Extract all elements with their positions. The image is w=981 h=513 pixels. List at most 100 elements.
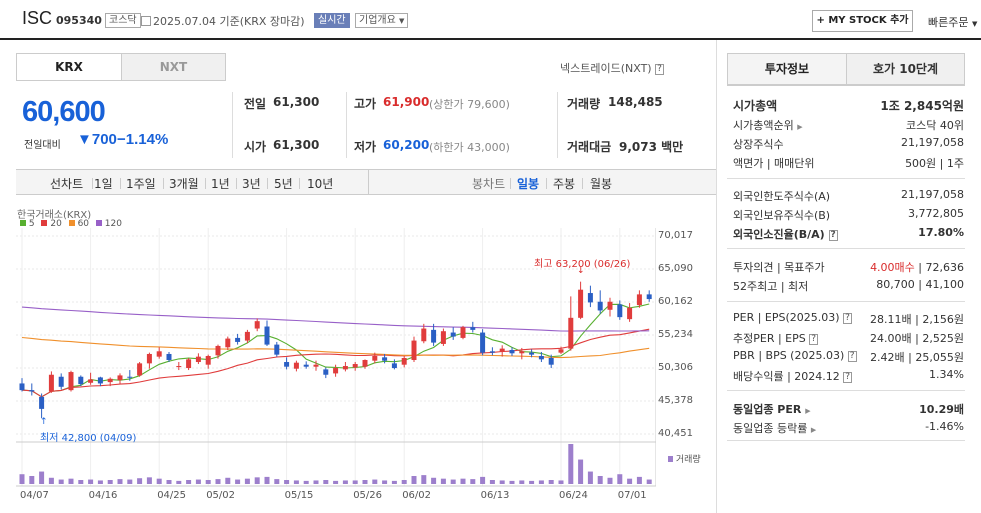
arrow-down-icon: ↓	[577, 266, 585, 276]
period-1y[interactable]: 1년	[211, 177, 230, 191]
volume-bar	[607, 477, 613, 484]
stock-header	[0, 0, 981, 40]
volume-bar	[127, 479, 133, 484]
period-3m[interactable]: 3개월	[169, 177, 199, 191]
volume-bar	[440, 478, 446, 484]
chevron-right-icon: ▶	[805, 407, 811, 415]
market-tag: 코스닥	[105, 13, 141, 28]
market-cap-rank-text: 시가총액순위	[733, 119, 794, 132]
period-monthly[interactable]: 월봉	[590, 177, 613, 191]
volume-bar	[284, 480, 290, 484]
candle-body	[146, 353, 152, 364]
volume-bar	[519, 480, 525, 484]
tab-krx[interactable]: KRX	[16, 53, 122, 81]
candle-body	[382, 357, 388, 361]
tab-order-book[interactable]: 호가 10단계	[846, 53, 965, 85]
help-icon[interactable]: ?	[655, 63, 664, 75]
high-value: 61,900	[383, 95, 430, 109]
foreign-limit-value: 21,197,058	[901, 188, 964, 201]
help-icon[interactable]: ?	[847, 350, 857, 362]
volume-value: 148,485	[608, 95, 663, 109]
candle-body	[362, 360, 368, 367]
max-price-label: 최고 63,200 (06/26)	[534, 259, 631, 270]
period-5y[interactable]: 5년	[274, 177, 293, 191]
volume-bar	[176, 480, 182, 484]
volume-bar	[342, 480, 348, 484]
divider	[299, 178, 300, 189]
help-icon[interactable]: ?	[809, 333, 819, 345]
chevron-right-icon: ▶	[810, 426, 817, 434]
period-daily[interactable]: 일봉	[517, 177, 540, 191]
quick-order-button[interactable]: 빠른주문 ▼	[928, 14, 977, 30]
candle-body	[480, 332, 486, 353]
tab-invest-info[interactable]: 투자정보	[727, 53, 847, 85]
par-value-value: 500원 | 1주	[905, 157, 964, 170]
y-tick-label: 60,162	[658, 296, 693, 307]
volume-bar	[489, 480, 495, 484]
volume-bar	[117, 479, 123, 484]
est-per-value: 24.00배	[870, 332, 912, 345]
add-mystock-button[interactable]: + MY STOCK 추가	[812, 10, 913, 32]
candle-body	[313, 364, 319, 367]
candle-chart-label[interactable]: 봉차트	[472, 177, 506, 191]
ma20-swatch	[41, 220, 48, 226]
stock-code: 095340	[56, 14, 102, 27]
open-value: 61,300	[273, 138, 320, 152]
ma5-swatch	[20, 220, 26, 226]
pbr-values: 2.42배 | 25,055원	[870, 351, 964, 364]
help-icon[interactable]: ?	[828, 229, 838, 241]
market-cap-rank-value: 코스닥 40위	[906, 119, 964, 132]
industry-per-row[interactable]: 동일업종 PER ▶ 10.29배	[733, 401, 964, 419]
amount-value: 9,073 백만	[619, 140, 684, 154]
candle-body	[323, 369, 329, 375]
period-1w[interactable]: 1주일	[126, 177, 156, 191]
volume-bar	[617, 474, 623, 484]
par-value-row: 액면가 | 매매단위 500원 | 1주	[733, 155, 964, 173]
per-value: 28.11배	[870, 313, 912, 326]
x-tick-label: 07/01	[617, 490, 647, 501]
help-icon[interactable]: ?	[843, 371, 853, 383]
volume-bar	[382, 480, 388, 484]
candle-body	[333, 368, 339, 374]
foreign-limit-label: 외국인한도주식수(A)	[733, 190, 831, 203]
market-tabs: KRX NXT	[16, 53, 226, 81]
candle-body	[646, 294, 652, 300]
ma20-line	[21, 328, 650, 398]
realtime-badge[interactable]: 실시간	[314, 13, 350, 28]
period-weekly[interactable]: 주봉	[553, 177, 576, 191]
bps-value: 25,055원	[915, 351, 964, 364]
prev-close-value: 61,300	[273, 95, 320, 109]
per-label: PER | EPS(2025.03) ?	[733, 311, 852, 324]
nxt-link[interactable]: 넥스트레이드(NXT) ?	[560, 60, 664, 76]
volume-bar	[58, 479, 64, 484]
est-per-row: 추정PER | EPS ? 24.00배 | 2,525원	[733, 330, 964, 348]
period-line-chart[interactable]: 선차트	[50, 177, 84, 191]
ma60-label: 60	[77, 219, 90, 229]
date-text: 2025.07.04 기준(KRX 장마감)	[153, 15, 305, 28]
period-3y[interactable]: 3년	[242, 177, 261, 191]
foreign-ratio-text: 외국인소진율(B/A)	[733, 228, 825, 241]
volume-bar	[29, 476, 35, 484]
x-tick-label: 05/26	[353, 490, 383, 501]
price-chart[interactable]	[16, 228, 656, 511]
per-values: 28.11배 | 2,156원	[870, 313, 964, 326]
opinion-values: 4.00매수 | 72,636	[870, 261, 964, 274]
tab-nxt[interactable]: NXT	[121, 53, 226, 81]
period-1d[interactable]: 1일	[94, 177, 113, 191]
help-icon[interactable]: ?	[843, 312, 852, 324]
company-info-button[interactable]: 기업개요 ▼	[355, 13, 409, 28]
industry-change-row[interactable]: 동일업종 등락률 ▶ -1.46%	[733, 420, 964, 438]
52week-row: 52주최고 | 최저 80,700 | 41,100	[733, 278, 964, 296]
candle-body	[68, 372, 74, 391]
candle-body	[568, 317, 574, 349]
dividend-row: 배당수익률 | 2024.12 ? 1.34%	[733, 368, 964, 386]
candle-body	[499, 348, 505, 352]
candle-body	[352, 364, 358, 368]
volume-bar	[450, 479, 456, 484]
candle-body	[509, 349, 515, 354]
pbr-label: PBR | BPS (2025.03) ?	[733, 349, 857, 362]
listed-shares-label: 상장주식수	[733, 138, 784, 151]
candle-body	[440, 331, 446, 344]
market-cap-rank-row[interactable]: 시가총액순위 ▶ 코스닥 40위	[733, 117, 964, 135]
period-10y[interactable]: 10년	[307, 177, 334, 191]
